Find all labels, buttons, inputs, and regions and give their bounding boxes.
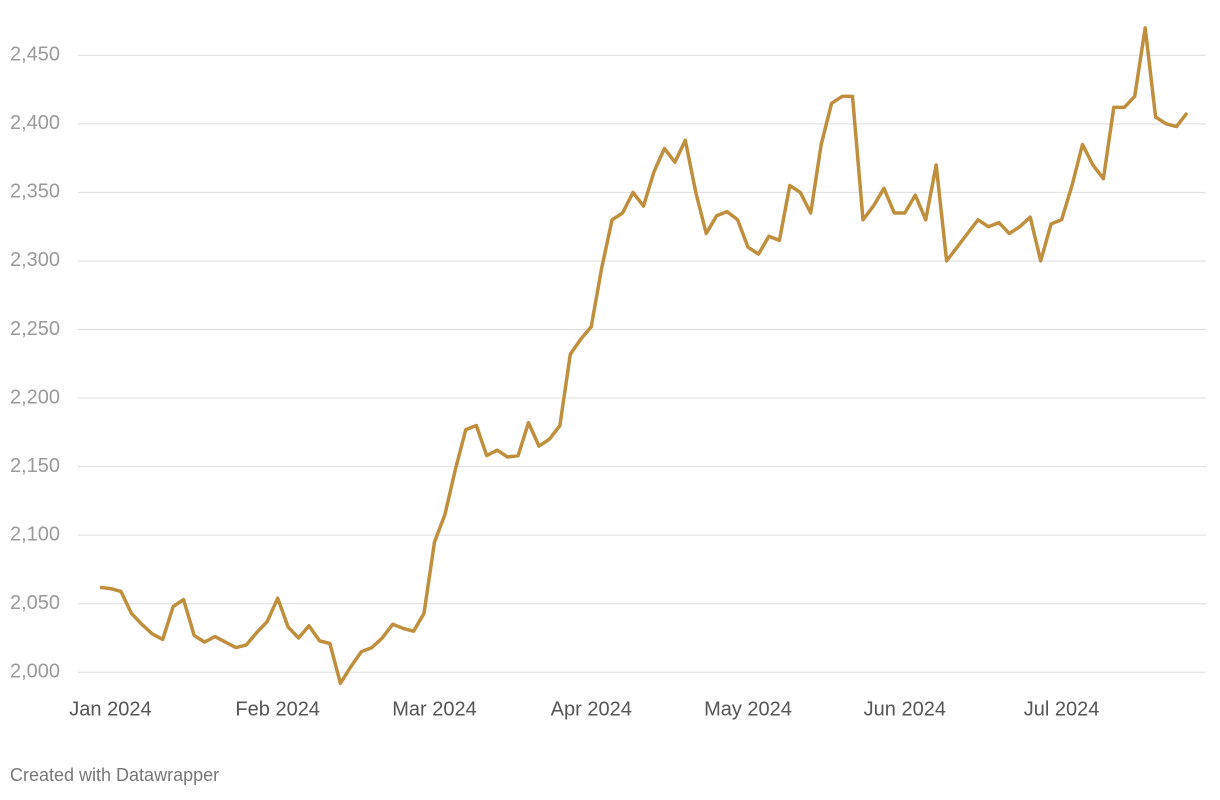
x-tick-label: Jul 2024 [1024,698,1100,720]
y-tick-label: 2,200 [10,386,60,408]
y-tick-label: 2,250 [10,318,60,340]
y-tick-label: 2,000 [10,661,60,683]
x-tick-label: Feb 2024 [235,698,320,720]
y-tick-label: 2,350 [10,181,60,203]
x-tick-label: May 2024 [704,698,792,720]
y-tick-label: 2,150 [10,455,60,477]
y-tick-label: 2,050 [10,592,60,614]
y-tick-label: 2,450 [10,44,60,66]
x-tick-label: Mar 2024 [392,698,477,720]
y-tick-label: 2,400 [10,112,60,134]
x-tick-label: Jan 2024 [69,698,151,720]
x-tick-label: Apr 2024 [551,698,632,720]
y-tick-label: 2,300 [10,249,60,271]
line [99,26,1189,686]
x-tick-label: Jun 2024 [864,698,946,720]
credit: Created with Datawrapper [10,765,219,785]
y-tick-label: 2,100 [10,523,60,545]
